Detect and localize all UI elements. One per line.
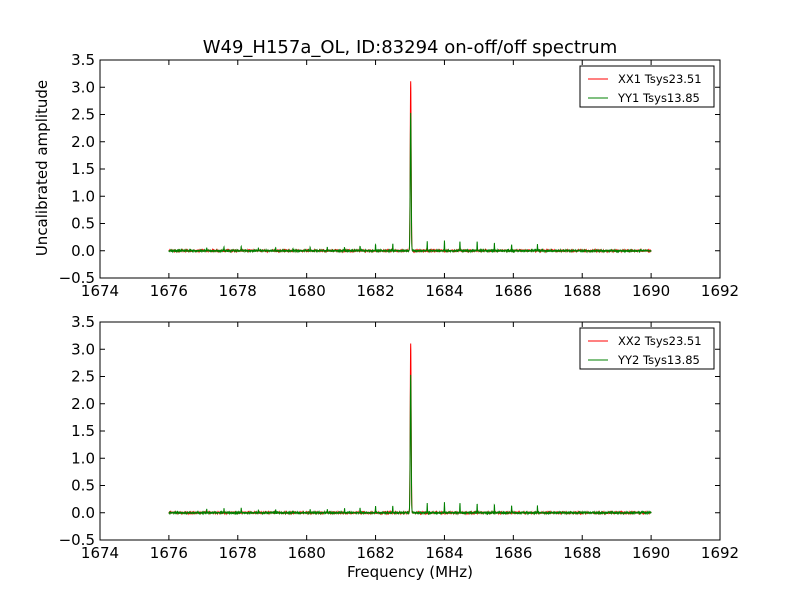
y-tick-label: −0.5 <box>59 531 95 549</box>
x-tick-label: 1680 <box>288 544 326 562</box>
x-axis-label: Frequency (MHz) <box>347 563 473 581</box>
y-tick-label: 3.0 <box>71 340 95 358</box>
panels-group: 1674 1676 1678 1680 1682 1684 1686 1688 1690 1692… <box>59 51 740 562</box>
x-tick-label: 1688 <box>563 282 601 300</box>
x-tick-label: 1674 <box>81 544 119 562</box>
chart-title: W49_H157a_OL, ID:83294 on-off/off spectr… <box>203 37 618 58</box>
x-tick-label: 1674 <box>81 282 119 300</box>
x-tick-label: 1692 <box>701 282 739 300</box>
legend-entry: XX1 Tsys23.51 <box>618 72 702 86</box>
panel-1: 1674 1676 1678 1680 1682 1684 1686 1688 1690 1692… <box>59 51 740 300</box>
y-tick-label: 2.5 <box>71 106 95 124</box>
y-tick-label: 3.5 <box>71 313 95 331</box>
x-tick-label: 1686 <box>494 544 532 562</box>
y-tick-label: 2.0 <box>71 133 95 151</box>
y-tick-label: 2.0 <box>71 395 95 413</box>
y-tick-label: 2.5 <box>71 368 95 386</box>
y-tick-label: 1.0 <box>71 187 95 205</box>
x-tick-label: 1684 <box>425 282 463 300</box>
y-tick-label: 0.0 <box>71 242 95 260</box>
x-tick-label: 1684 <box>425 544 463 562</box>
x-tick-label: 1682 <box>356 544 394 562</box>
y-axis-label: Uncalibrated amplitude <box>33 80 51 256</box>
y-tick-label: 1.5 <box>71 422 95 440</box>
x-tick-label: 1678 <box>219 544 257 562</box>
x-tick-label: 1678 <box>219 282 257 300</box>
y-tick-label: 3.0 <box>71 78 95 96</box>
y-tick-label: 3.5 <box>71 51 95 69</box>
y-tick-label: 0.5 <box>71 215 95 233</box>
legend-entry: YY1 Tsys13.85 <box>617 91 700 105</box>
legend: XX1 Tsys23.51 YY1 Tsys13.85 <box>579 65 715 108</box>
legend-box <box>579 327 715 370</box>
x-tick-label: 1690 <box>632 544 670 562</box>
x-tick-label: 1688 <box>563 544 601 562</box>
y-tick-label: 0.0 <box>71 504 95 522</box>
x-tick-label: 1690 <box>632 282 670 300</box>
legend: XX2 Tsys23.51 YY2 Tsys13.85 <box>579 327 715 370</box>
y-tick-label: 1.5 <box>71 160 95 178</box>
x-tick-label: 1676 <box>150 544 188 562</box>
x-tick-label: 1692 <box>701 544 739 562</box>
series-line-2 <box>168 112 652 254</box>
panel-2: 1674 1676 1678 1680 1682 1684 1686 1688 1690 1692… <box>59 313 740 562</box>
y-tick-label: 0.5 <box>71 477 95 495</box>
series-line-2 <box>168 374 652 516</box>
x-tick-label: 1686 <box>494 282 532 300</box>
x-tick-label: 1676 <box>150 282 188 300</box>
x-tick-label: 1682 <box>356 282 394 300</box>
y-tick-label: −0.5 <box>59 269 95 287</box>
legend-entry: XX2 Tsys23.51 <box>618 334 702 348</box>
y-tick-label: 1.0 <box>71 449 95 467</box>
x-tick-label: 1680 <box>288 282 326 300</box>
legend-box <box>579 65 715 108</box>
legend-entry: YY2 Tsys13.85 <box>617 353 700 367</box>
